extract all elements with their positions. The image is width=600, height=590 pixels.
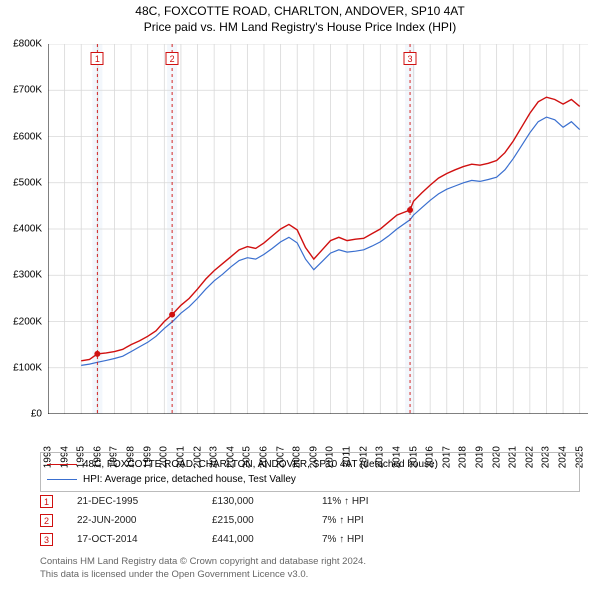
sale-marker: 1 [91,52,104,65]
transaction-hpi-delta: 11% ↑ HPI [322,496,442,507]
transaction-price: £441,000 [212,534,322,545]
plot-area: 1 2 3 [48,44,588,414]
transaction-row: 1 21-DEC-1995£130,00011% ↑ HPI [40,492,580,511]
y-tick-label: £800K [13,39,42,50]
y-tick-label: £0 [31,409,42,420]
y-tick-label: £600K [13,131,42,142]
transaction-date: 22-JUN-2000 [77,515,212,526]
footer-line1: Contains HM Land Registry data © Crown c… [40,556,366,569]
chart-title: 48C, FOXCOTTE ROAD, CHARLTON, ANDOVER, S… [0,0,600,35]
sale-marker: 2 [166,52,179,65]
title-subtitle: Price paid vs. HM Land Registry's House … [0,20,600,36]
x-axis: 1993199419951996199719981999200020012002… [48,416,588,450]
y-tick-label: £400K [13,224,42,235]
legend-item: 48C, FOXCOTTE ROAD, CHARLTON, ANDOVER, S… [47,457,573,472]
transaction-date: 17-OCT-2014 [77,534,212,545]
transaction-price: £130,000 [212,496,322,507]
transaction-hpi-delta: 7% ↑ HPI [322,534,442,545]
chart-svg [48,44,588,414]
transaction-row: 2 22-JUN-2000£215,0007% ↑ HPI [40,511,580,530]
title-address: 48C, FOXCOTTE ROAD, CHARLTON, ANDOVER, S… [0,4,600,20]
transactions-table: 1 21-DEC-1995£130,00011% ↑ HPI 2 22-JUN-200… [40,492,580,549]
transaction-marker: 2 [40,514,53,527]
transaction-date: 21-DEC-1995 [77,496,212,507]
sale-marker: 3 [404,52,417,65]
transaction-hpi-delta: 7% ↑ HPI [322,515,442,526]
transaction-row: 3 17-OCT-2014£441,0007% ↑ HPI [40,530,580,549]
y-axis: £0£100K£200K£300K£400K£500K£600K£700K£80… [0,44,48,414]
transaction-marker: 1 [40,495,53,508]
legend-label: 48C, FOXCOTTE ROAD, CHARLTON, ANDOVER, S… [83,457,438,472]
y-tick-label: £200K [13,316,42,327]
legend-item: HPI: Average price, detached house, Test… [47,472,573,487]
y-tick-label: £100K [13,362,42,373]
legend-swatch [47,479,77,480]
transaction-price: £215,000 [212,515,322,526]
chart-container: 48C, FOXCOTTE ROAD, CHARLTON, ANDOVER, S… [0,0,600,590]
footer-attribution: Contains HM Land Registry data © Crown c… [40,556,366,582]
transaction-marker: 3 [40,533,53,546]
legend: 48C, FOXCOTTE ROAD, CHARLTON, ANDOVER, S… [40,452,580,492]
legend-label: HPI: Average price, detached house, Test… [83,472,296,487]
footer-line2: This data is licensed under the Open Gov… [40,569,366,582]
y-tick-label: £700K [13,85,42,96]
legend-swatch [47,464,77,465]
y-tick-label: £300K [13,270,42,281]
y-tick-label: £500K [13,177,42,188]
